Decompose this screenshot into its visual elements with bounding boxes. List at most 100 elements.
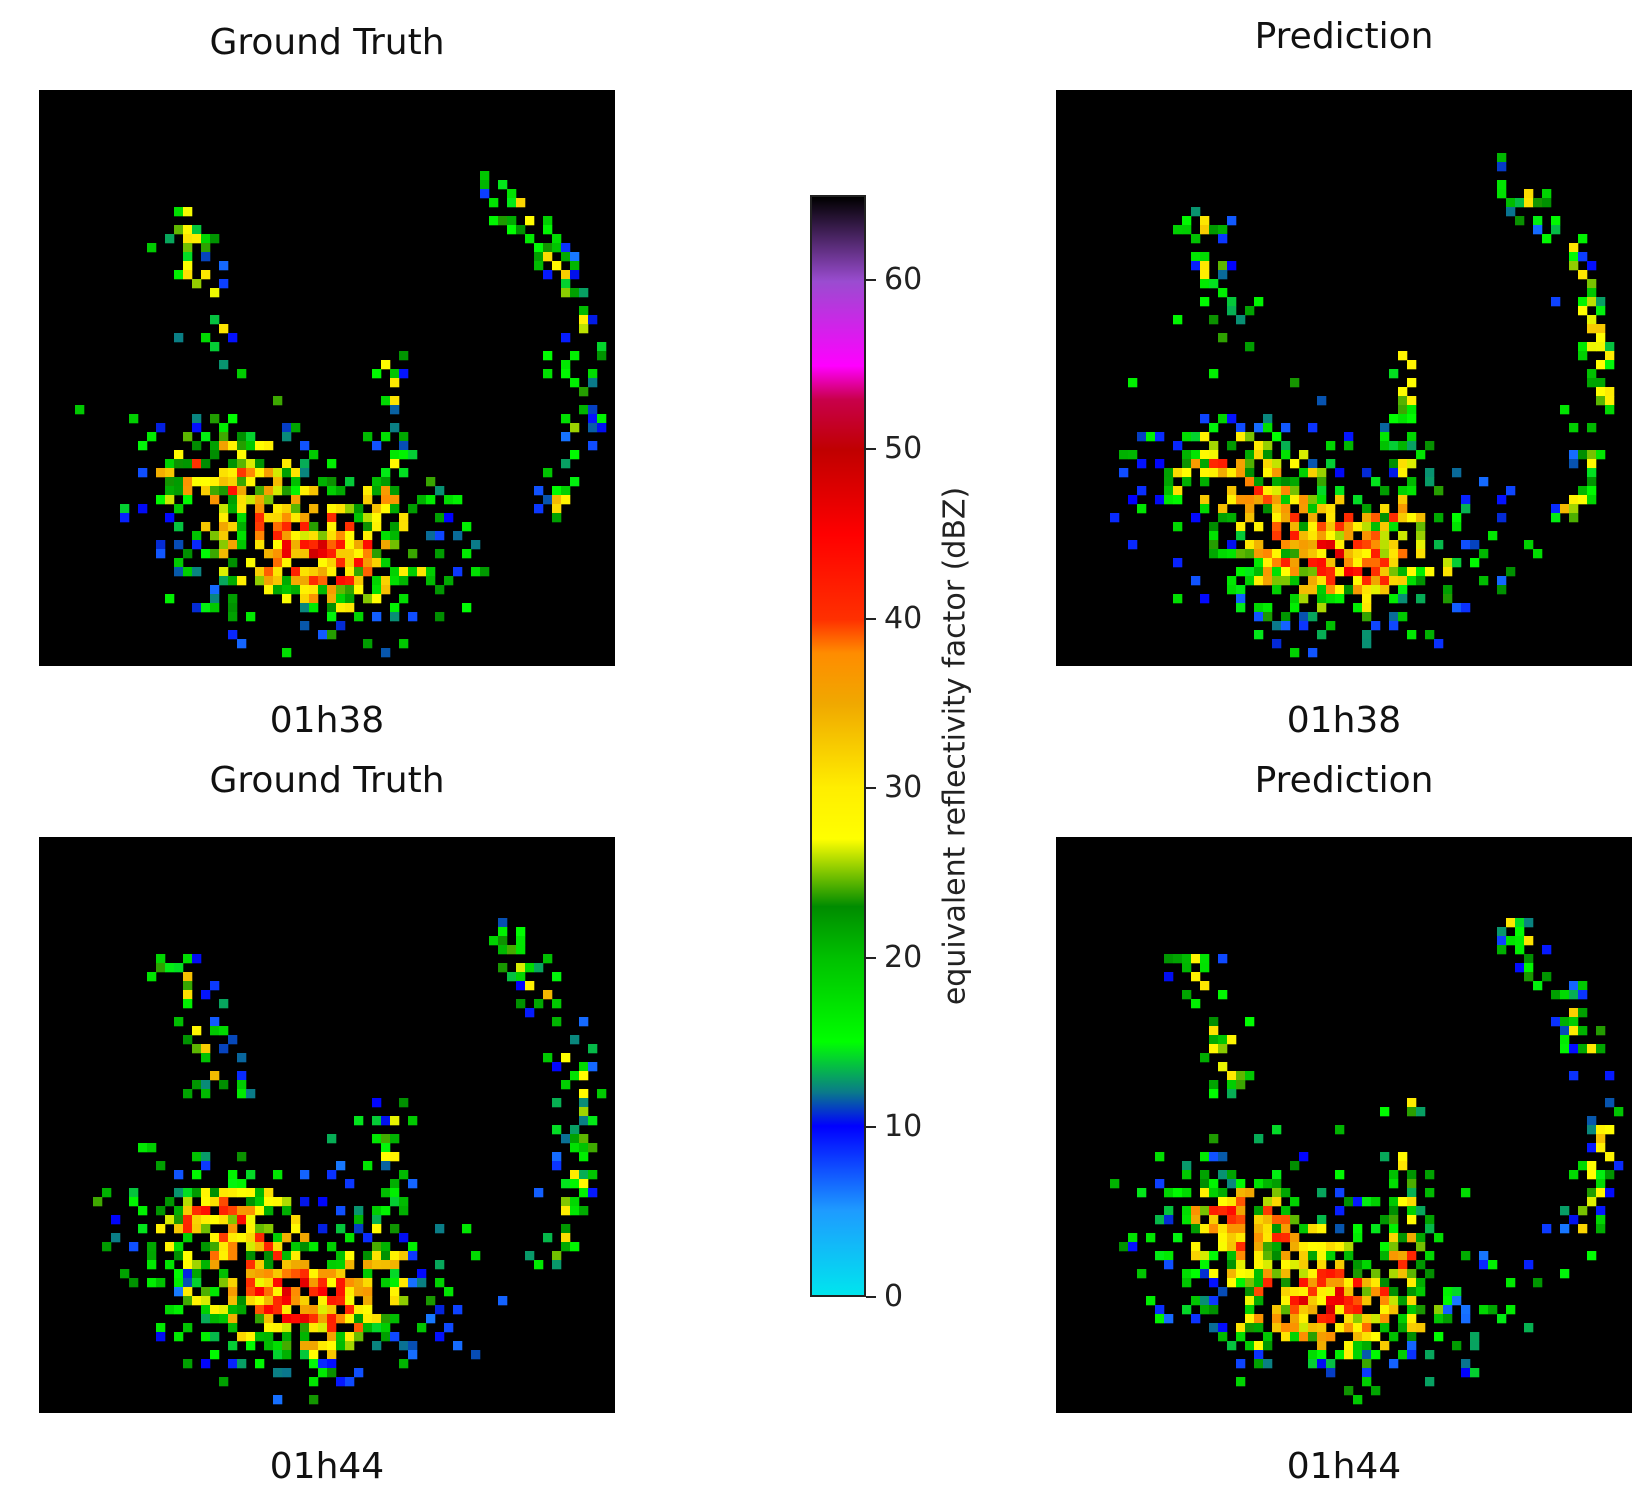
- heatmap-cell: [1263, 468, 1273, 478]
- heatmap-cell: [192, 1080, 202, 1090]
- heatmap-cell: [273, 477, 283, 487]
- heatmap-cell: [1200, 270, 1210, 280]
- heatmap-cell: [390, 531, 400, 541]
- heatmap-cell: [273, 1305, 283, 1315]
- heatmap-cell: [1173, 441, 1183, 451]
- heatmap-cell: [1371, 513, 1381, 523]
- heatmap-cell: [1335, 468, 1345, 478]
- heatmap-cell: [372, 1224, 382, 1234]
- heatmap-cell: [228, 594, 238, 604]
- heatmap-cell: [1407, 567, 1417, 577]
- heatmap-cell: [237, 369, 247, 379]
- heatmap-cell: [1407, 1233, 1417, 1243]
- heatmap-cell: [282, 1296, 292, 1306]
- heatmap-cell: [354, 1206, 364, 1216]
- heatmap-cell: [543, 990, 553, 1000]
- heatmap-cell: [444, 1287, 454, 1297]
- heatmap-cell: [381, 1314, 391, 1324]
- heatmap-cell: [1236, 468, 1246, 478]
- heatmap-cell: [1335, 1260, 1345, 1270]
- heatmap-cell: [300, 1197, 310, 1207]
- heatmap-cell: [1587, 477, 1597, 487]
- heatmap-cell: [1335, 1278, 1345, 1288]
- heatmap-cell: [1578, 1044, 1588, 1054]
- heatmap-cell: [399, 1296, 409, 1306]
- heatmap-cell: [210, 288, 220, 298]
- heatmap-cell: [1398, 549, 1408, 559]
- heatmap-cell: [1389, 1305, 1399, 1315]
- heatmap-cell: [1182, 1269, 1192, 1279]
- heatmap-cell: [1389, 1296, 1399, 1306]
- heatmap-cell: [264, 486, 274, 496]
- heatmap-cell: [1218, 468, 1228, 478]
- heatmap-cell: [1164, 1251, 1174, 1261]
- heatmap-cell: [1533, 1278, 1543, 1288]
- heatmap-cell: [1263, 486, 1273, 496]
- heatmap-cell: [381, 540, 391, 550]
- heatmap-cell: [1191, 1215, 1201, 1225]
- heatmap-cell: [390, 1314, 400, 1324]
- heatmap-cell: [1191, 261, 1201, 271]
- heatmap-cell: [264, 585, 274, 595]
- heatmap-cell: [1569, 1071, 1579, 1081]
- colorbar-tick: [866, 448, 876, 451]
- heatmap-cell: [300, 1242, 310, 1252]
- heatmap-cell: [1263, 1251, 1273, 1261]
- heatmap-cell: [1551, 225, 1561, 235]
- heatmap-cell: [399, 1341, 409, 1351]
- heatmap-cell: [399, 513, 409, 523]
- heatmap-cell: [300, 1341, 310, 1351]
- heatmap-cell: [228, 522, 238, 532]
- heatmap-cell: [120, 513, 130, 523]
- heatmap-cell: [1263, 1242, 1273, 1252]
- heatmap-cell: [246, 1170, 256, 1180]
- heatmap-cell: [210, 1071, 220, 1081]
- heatmap-cell: [1227, 513, 1237, 523]
- heatmap-cell: [399, 369, 409, 379]
- heatmap-cell: [246, 495, 256, 505]
- heatmap-cell: [1569, 495, 1579, 505]
- heatmap-cell: [1317, 540, 1327, 550]
- heatmap-cell: [1407, 1098, 1417, 1108]
- heatmap-cell: [183, 243, 193, 253]
- heatmap-cell: [1236, 423, 1246, 433]
- heatmap-cell: [1605, 1125, 1615, 1135]
- heatmap-cell: [300, 1260, 310, 1270]
- heatmap-cell: [498, 927, 508, 937]
- heatmap-cell: [1416, 1323, 1426, 1333]
- heatmap-cell: [579, 315, 589, 325]
- heatmap-cell: [300, 621, 310, 631]
- heatmap-cell: [1578, 1206, 1588, 1216]
- heatmap-cell: [507, 216, 517, 226]
- heatmap-cell: [1182, 477, 1192, 487]
- heatmap-cell: [327, 459, 337, 469]
- heatmap-cell: [570, 252, 580, 262]
- heatmap-cell: [1524, 540, 1534, 550]
- heatmap-cell: [1326, 1242, 1336, 1252]
- heatmap-cell: [210, 342, 220, 352]
- heatmap-cell: [1227, 1197, 1237, 1207]
- heatmap-cell: [561, 1080, 571, 1090]
- heatmap-cell: [543, 270, 553, 280]
- heatmap-cell: [1272, 477, 1282, 487]
- heatmap-cell: [426, 1314, 436, 1324]
- heatmap-cell: [480, 567, 490, 577]
- heatmap-cell: [1560, 990, 1570, 1000]
- heatmap-cell: [1263, 1332, 1273, 1342]
- colorbar-tick: [866, 1126, 876, 1129]
- panel-title: Prediction: [1254, 760, 1434, 801]
- heatmap-cell: [273, 1233, 283, 1243]
- heatmap-cell: [1200, 1260, 1210, 1270]
- heatmap-cell: [291, 1269, 301, 1279]
- heatmap-cell: [1389, 1233, 1399, 1243]
- heatmap-cell: [1317, 504, 1327, 514]
- heatmap-cell: [1488, 1305, 1498, 1315]
- heatmap-cell: [1407, 1206, 1417, 1216]
- heatmap-cell: [1380, 504, 1390, 514]
- heatmap-cell: [156, 963, 166, 973]
- heatmap-cell: [345, 576, 355, 586]
- heatmap-cell: [1281, 504, 1291, 514]
- heatmap-cell: [1407, 1332, 1417, 1342]
- heatmap-cell: [327, 1170, 337, 1180]
- heatmap-cell: [1191, 432, 1201, 442]
